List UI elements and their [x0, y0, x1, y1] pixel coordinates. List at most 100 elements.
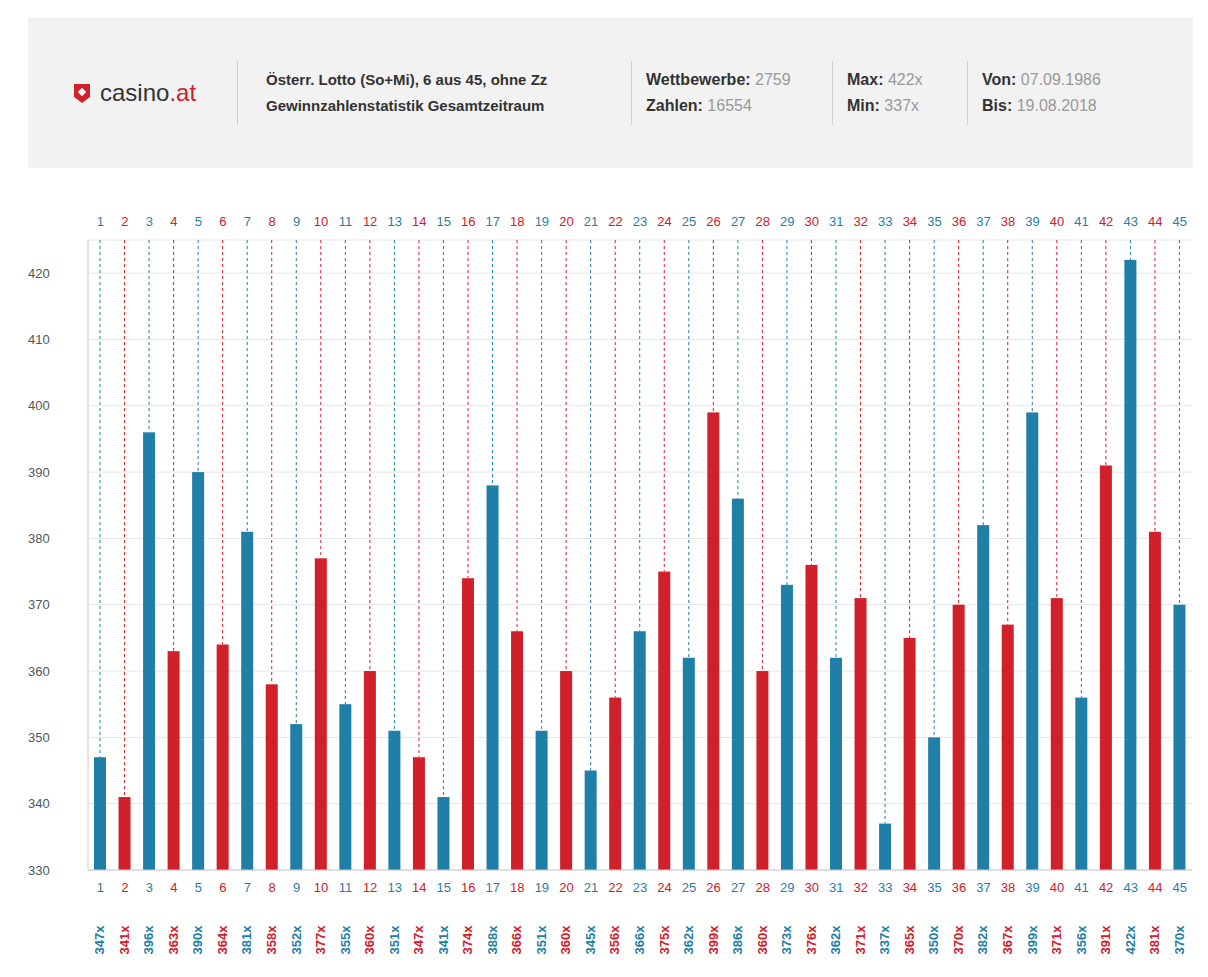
svg-text:360: 360: [28, 664, 50, 679]
svg-text:45: 45: [1172, 214, 1186, 229]
svg-text:3: 3: [146, 214, 153, 229]
svg-text:19: 19: [535, 214, 549, 229]
svg-text:2: 2: [121, 214, 128, 229]
svg-text:11: 11: [339, 880, 353, 895]
svg-text:360x: 360x: [558, 925, 573, 955]
svg-text:381x: 381x: [1147, 925, 1162, 955]
svg-text:35: 35: [927, 214, 941, 229]
svg-text:390x: 390x: [190, 925, 205, 955]
svg-text:40: 40: [1050, 880, 1064, 895]
svg-text:16: 16: [461, 214, 475, 229]
svg-text:350x: 350x: [926, 925, 941, 955]
svg-text:373x: 373x: [779, 925, 794, 955]
svg-text:28: 28: [755, 214, 769, 229]
svg-text:6: 6: [219, 880, 226, 895]
svg-text:32: 32: [854, 214, 868, 229]
svg-text:390: 390: [28, 465, 50, 480]
svg-text:14: 14: [412, 880, 426, 895]
svg-text:9: 9: [293, 214, 300, 229]
svg-text:44: 44: [1148, 214, 1162, 229]
svg-text:365x: 365x: [902, 925, 917, 955]
svg-text:360x: 360x: [362, 925, 377, 955]
svg-text:28: 28: [755, 880, 769, 895]
svg-text:39: 39: [1025, 214, 1039, 229]
svg-text:347x: 347x: [92, 925, 107, 955]
svg-text:366x: 366x: [509, 925, 524, 955]
svg-text:18: 18: [510, 214, 524, 229]
svg-text:33: 33: [878, 214, 892, 229]
svg-text:18: 18: [510, 880, 524, 895]
svg-text:42: 42: [1099, 880, 1113, 895]
svg-text:15: 15: [436, 214, 450, 229]
svg-text:10: 10: [314, 214, 328, 229]
svg-text:370: 370: [28, 597, 50, 612]
svg-text:376x: 376x: [804, 925, 819, 955]
svg-text:1: 1: [97, 214, 104, 229]
svg-text:23: 23: [633, 880, 647, 895]
svg-text:34: 34: [903, 214, 917, 229]
svg-text:11: 11: [339, 214, 353, 229]
svg-text:355x: 355x: [338, 925, 353, 955]
svg-text:36: 36: [952, 880, 966, 895]
svg-text:381x: 381x: [239, 925, 254, 955]
svg-text:26: 26: [706, 880, 720, 895]
svg-text:341x: 341x: [436, 925, 451, 955]
svg-text:38: 38: [1001, 214, 1015, 229]
svg-text:4: 4: [170, 214, 177, 229]
svg-text:37: 37: [976, 880, 990, 895]
svg-text:9: 9: [293, 880, 300, 895]
svg-text:20: 20: [559, 214, 573, 229]
svg-text:362x: 362x: [828, 925, 843, 955]
svg-text:32: 32: [854, 880, 868, 895]
svg-text:337x: 337x: [877, 925, 892, 955]
svg-text:24: 24: [657, 880, 671, 895]
svg-text:27: 27: [731, 214, 745, 229]
svg-text:3: 3: [146, 880, 153, 895]
svg-text:22: 22: [608, 214, 622, 229]
svg-text:26: 26: [706, 214, 720, 229]
svg-text:351x: 351x: [387, 925, 402, 955]
svg-text:22: 22: [608, 880, 622, 895]
svg-text:37: 37: [976, 214, 990, 229]
svg-text:10: 10: [314, 880, 328, 895]
svg-text:371x: 371x: [1049, 925, 1064, 955]
svg-text:399x: 399x: [1025, 925, 1040, 955]
svg-text:21: 21: [584, 214, 598, 229]
svg-text:12: 12: [363, 880, 377, 895]
svg-text:30: 30: [804, 214, 818, 229]
svg-text:21: 21: [584, 880, 598, 895]
svg-text:399x: 399x: [706, 925, 721, 955]
svg-text:44: 44: [1148, 880, 1162, 895]
svg-text:7: 7: [244, 880, 251, 895]
svg-text:42: 42: [1099, 214, 1113, 229]
svg-text:1: 1: [97, 880, 104, 895]
svg-text:23: 23: [633, 214, 647, 229]
svg-text:36: 36: [952, 214, 966, 229]
svg-text:7: 7: [244, 214, 251, 229]
svg-text:396x: 396x: [141, 925, 156, 955]
svg-text:17: 17: [486, 214, 500, 229]
svg-text:31: 31: [829, 214, 843, 229]
svg-text:330: 330: [28, 863, 50, 878]
svg-text:15: 15: [436, 880, 450, 895]
svg-text:375x: 375x: [657, 925, 672, 955]
svg-text:33: 33: [878, 880, 892, 895]
svg-text:366x: 366x: [632, 925, 647, 955]
svg-text:364x: 364x: [215, 925, 230, 955]
svg-text:43: 43: [1123, 214, 1137, 229]
svg-text:41: 41: [1074, 214, 1088, 229]
svg-text:12: 12: [363, 214, 377, 229]
svg-text:25: 25: [682, 214, 696, 229]
svg-text:35: 35: [927, 880, 941, 895]
svg-text:382x: 382x: [975, 925, 990, 955]
svg-text:30: 30: [804, 880, 818, 895]
svg-text:31: 31: [829, 880, 843, 895]
svg-text:341x: 341x: [117, 925, 132, 955]
svg-text:400: 400: [28, 398, 50, 413]
svg-text:347x: 347x: [411, 925, 426, 955]
svg-text:370x: 370x: [1172, 925, 1187, 955]
svg-text:374x: 374x: [460, 925, 475, 955]
svg-text:356x: 356x: [607, 925, 622, 955]
svg-text:40: 40: [1050, 214, 1064, 229]
svg-text:422x: 422x: [1123, 925, 1138, 955]
